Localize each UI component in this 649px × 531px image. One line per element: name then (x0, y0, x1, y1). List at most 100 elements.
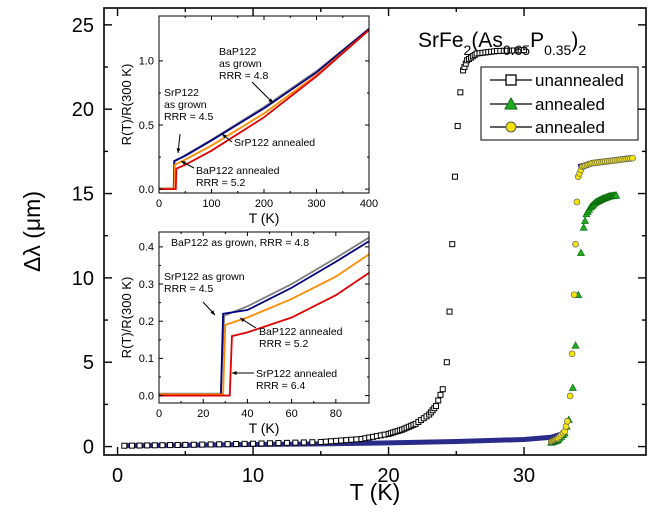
inset-y-axis-label: R(T)/R(300 K) (119, 64, 134, 146)
x-tick-label: 0 (156, 408, 162, 420)
inset-x-axis-label: T (K) (249, 420, 280, 436)
y-tick-label: 0.0 (139, 390, 154, 402)
x-tick-label: 80 (330, 408, 342, 420)
inset-annotation: SrP122 annealed (234, 137, 315, 149)
data-point-unannealed (446, 308, 453, 315)
data-point-unannealed (437, 391, 444, 398)
title-part: 2 (578, 42, 586, 58)
data-point-annealed-circle (572, 240, 579, 248)
resistance-curve (159, 29, 370, 190)
y-tick-label: 0.3 (139, 279, 154, 291)
data-point-unannealed (443, 359, 450, 366)
data-point-annealed-triangle (581, 216, 590, 224)
data-point-unannealed (300, 439, 307, 446)
x-tick-label: 300 (307, 198, 325, 210)
y-tick-label: 0.1 (139, 353, 154, 365)
y-tick-label: 5 (83, 352, 94, 374)
data-point-annealed-circle (629, 154, 636, 162)
legend-marker-square (505, 74, 517, 86)
resistance-curve (159, 253, 370, 396)
data-point-unannealed (322, 438, 329, 445)
data-point-unannealed (174, 441, 181, 448)
annotation-arrowhead (210, 310, 215, 315)
legend-marker-triangle (504, 96, 518, 110)
x-tick-label: 200 (255, 198, 273, 210)
chart-title: SrFe2(As0.65P0.35)2 (418, 29, 586, 58)
y-tick-label: 0 (83, 437, 94, 459)
data-point-annealed-triangle (576, 248, 585, 256)
inset-annotation: BaP122 (219, 46, 257, 58)
inset-annotation: SrP122 (164, 87, 199, 99)
data-point-annealed-circle (568, 350, 576, 358)
data-point-unannealed (353, 436, 360, 443)
data-point-unannealed (348, 436, 355, 443)
data-point-annealed-triangle (568, 383, 577, 391)
data-point-unannealed (207, 441, 214, 448)
data-point-unannealed (454, 123, 461, 130)
x-tick-label: 400 (360, 198, 378, 210)
inset-y-axis-label: R(T)/R(300 K) (119, 277, 134, 359)
data-point-unannealed (167, 442, 174, 449)
y-tick-label: 0.4 (139, 242, 154, 254)
y-axis-label: Δλ (μm) (19, 191, 45, 272)
legend-label: unannealed (535, 71, 624, 90)
data-point-unannealed (338, 437, 345, 444)
x-tick-label: 20 (377, 465, 399, 487)
title-part: (As (471, 29, 503, 52)
annotation-arrowhead (222, 134, 227, 139)
data-point-unannealed (309, 439, 316, 446)
data-point-unannealed (292, 439, 299, 446)
inset-annotation: BaP122 as grown, RRR = 4.8 (171, 237, 309, 249)
title-part: 0.35 (544, 42, 571, 58)
y-tick-label: 0.2 (139, 316, 154, 328)
data-point-unannealed (151, 442, 158, 449)
data-point-annealed-circle (570, 291, 578, 299)
data-point-unannealed (136, 442, 143, 449)
inset-background (159, 232, 369, 403)
annotation-arrowhead (181, 161, 186, 165)
data-point-unannealed (216, 441, 223, 448)
annotation-arrowhead (268, 98, 273, 103)
annotation-arrow (251, 81, 274, 104)
data-point-unannealed (333, 437, 340, 444)
x-axis-label: T (K) (350, 479, 401, 505)
data-point-unannealed (457, 89, 464, 96)
y-tick-label: 0.0 (139, 184, 154, 196)
inset-chart-bottom: 0 20 40 60 80 0.0 0.1 0.2 0.3 0.4 T (K) R(T)/R(300 … (119, 231, 370, 436)
legend-label: annealed (535, 118, 605, 137)
annotation-arrowhead (176, 148, 181, 153)
data-point-unannealed (241, 440, 248, 447)
x-tick-label: 0 (156, 198, 162, 210)
inset-chart-top: 0 100 200 300 400 0.0 0.5 1.0 T (K) R(T)/R(300 K)… (119, 15, 378, 226)
inset-annotation: SrP122 as grown (164, 271, 245, 283)
data-point-unannealed (182, 441, 189, 448)
title-part: 0.65 (503, 42, 530, 58)
inset-annotation: RRR = 5.2 (259, 338, 308, 350)
legend-label: annealed (535, 95, 605, 114)
annotation-arrowhead (232, 371, 237, 375)
y-tick-label: 10 (72, 268, 94, 290)
data-point-unannealed (317, 439, 324, 446)
data-point-unannealed (190, 441, 197, 448)
data-point-unannealed (121, 442, 128, 449)
main-chart: T (K)Δλ (μm)0 10 20 300510152025SrFe2(As0.6… (19, 7, 647, 505)
x-tick-label: 0 (112, 465, 123, 487)
data-point-unannealed (250, 440, 257, 447)
data-point-annealed-triangle (571, 341, 580, 349)
resistance-curve (159, 272, 370, 397)
inset-annotation: BaP122 annealed (259, 326, 343, 338)
inset-background (159, 16, 369, 193)
title-part: P (530, 29, 544, 52)
title-part: ) (571, 29, 578, 52)
inset-annotation: RRR = 4.8 (219, 70, 268, 82)
inset-annotation: BaP122 annealed (196, 165, 280, 177)
title-part: SrFe (418, 29, 464, 52)
data-point-unannealed (266, 440, 273, 447)
inset-annotation: RRR = 4.5 (164, 111, 213, 123)
data-point-unannealed (449, 241, 456, 248)
data-point-unannealed (451, 173, 458, 180)
data-point-unannealed (435, 397, 442, 404)
inset-annotation: RRR = 5.2 (196, 177, 245, 189)
data-point-unannealed (159, 442, 166, 449)
